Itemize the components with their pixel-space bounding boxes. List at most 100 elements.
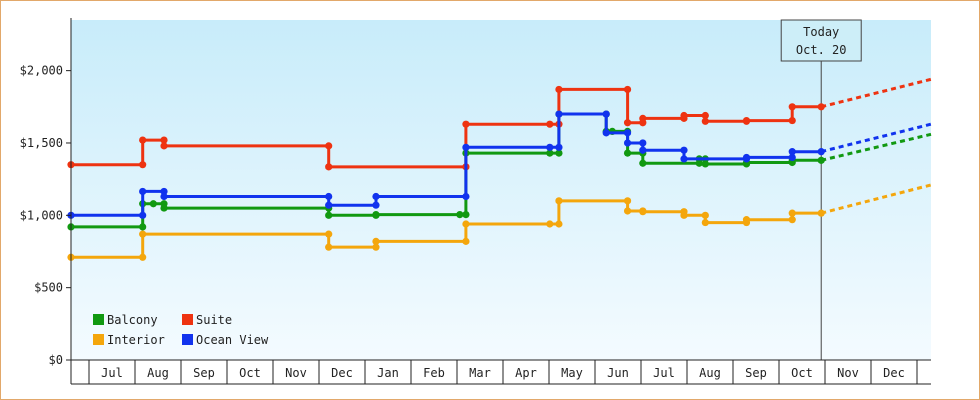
data-point-interior	[639, 208, 647, 216]
projection-line-balcony	[820, 132, 932, 162]
data-point-suite	[546, 120, 554, 128]
data-point-interior	[680, 211, 688, 219]
x-tick-label: Aug	[147, 366, 169, 380]
data-point-interior	[788, 216, 796, 224]
data-point-interior	[139, 230, 147, 238]
data-point-suite	[325, 142, 333, 150]
y-tick-label: $1,000	[20, 208, 63, 222]
x-tick-label: Nov	[837, 366, 859, 380]
data-point-ocean-view	[372, 192, 380, 201]
projection-line-interior	[820, 183, 932, 215]
legend-label-ocean-view: Ocean View	[196, 333, 269, 347]
data-point-ocean-view	[462, 192, 470, 201]
data-point-suite	[639, 114, 647, 122]
data-point-ocean-view	[742, 153, 751, 162]
data-point-suite	[701, 117, 709, 125]
data-point-suite	[817, 103, 825, 111]
legend-swatch-interior	[93, 334, 104, 345]
data-point-ocean-view	[623, 129, 632, 137]
data-point-balcony	[139, 223, 147, 231]
data-point-suite	[462, 120, 470, 128]
data-point-suite	[742, 116, 751, 125]
data-point-interior	[372, 237, 380, 245]
data-point-interior	[555, 220, 563, 228]
x-tick-label: Jan	[377, 366, 399, 380]
data-point-ocean-view	[139, 187, 147, 196]
x-tick-label: Jul	[101, 366, 123, 380]
data-point-balcony	[817, 156, 825, 164]
data-point-interior	[139, 253, 147, 261]
data-point-ocean-view	[680, 146, 688, 154]
legend-swatch-ocean-view	[182, 334, 193, 345]
data-point-ocean-view	[325, 201, 333, 209]
data-point-interior	[555, 197, 563, 205]
data-point-balcony	[701, 160, 709, 168]
data-point-ocean-view	[788, 153, 796, 162]
data-point-balcony	[639, 159, 647, 167]
data-point-interior	[817, 209, 825, 217]
data-point-interior	[623, 197, 632, 205]
x-tick-label: Feb	[423, 366, 445, 380]
data-point-ocean-view	[555, 143, 563, 151]
data-point-suite	[555, 85, 563, 94]
legend-swatch-balcony	[93, 314, 104, 325]
series-layer	[67, 77, 932, 261]
legend: Balcony Suite Interior Ocean View	[93, 313, 269, 347]
data-point-ocean-view	[546, 143, 554, 151]
data-point-interior	[701, 218, 709, 227]
x-tick-label: Jul	[653, 366, 675, 380]
data-point-suite	[623, 119, 632, 127]
data-point-balcony	[456, 210, 464, 219]
data-point-suite	[788, 116, 796, 125]
x-tick-label: Sep	[745, 366, 767, 380]
data-point-ocean-view	[639, 139, 647, 147]
today-label: Today	[803, 25, 839, 39]
data-point-ocean-view	[160, 192, 168, 201]
legend-swatch-suite	[182, 314, 193, 325]
data-point-ocean-view	[139, 211, 147, 219]
x-tick-label: Oct	[791, 366, 813, 380]
legend-label-balcony: Balcony	[107, 313, 158, 327]
data-point-ocean-view	[160, 187, 168, 196]
y-tick-label: $0	[49, 353, 63, 367]
projection-line-ocean-view	[820, 122, 932, 154]
x-tick-label: May	[561, 366, 583, 380]
data-point-suite	[325, 163, 333, 171]
data-point-ocean-view	[372, 201, 380, 209]
data-point-interior	[623, 207, 632, 215]
data-point-suite	[139, 136, 147, 144]
x-tick-label: Apr	[515, 366, 537, 380]
data-point-balcony	[372, 210, 380, 219]
data-point-interior	[701, 211, 709, 219]
projection-line-suite	[820, 77, 932, 109]
data-point-ocean-view	[462, 143, 470, 151]
data-point-interior	[546, 220, 554, 228]
data-point-ocean-view	[623, 139, 632, 147]
data-point-ocean-view	[680, 155, 688, 163]
data-point-balcony	[160, 204, 168, 212]
data-point-ocean-view	[555, 110, 563, 118]
x-tick-label: Aug	[699, 366, 721, 380]
data-point-interior	[788, 209, 796, 217]
x-tick-label: Sep	[193, 366, 215, 380]
data-point-interior	[462, 237, 470, 245]
data-point-balcony	[546, 149, 554, 157]
legend-label-interior: Interior	[107, 333, 165, 347]
data-point-interior	[325, 243, 333, 251]
data-point-balcony	[462, 210, 470, 219]
legend-label-suite: Suite	[196, 313, 232, 327]
data-point-suite	[160, 142, 168, 150]
y-tick-label: $2,000	[20, 64, 63, 78]
today-annotation: Today Oct. 20	[780, 19, 862, 360]
x-tick-label: Jun	[607, 366, 629, 380]
x-tick-label: Dec	[331, 366, 353, 380]
data-point-ocean-view	[817, 148, 825, 156]
data-point-balcony	[623, 149, 632, 157]
data-point-balcony	[325, 211, 333, 219]
y-tick-label: $1,500	[20, 136, 63, 150]
data-point-suite	[680, 111, 688, 120]
data-point-ocean-view	[325, 192, 333, 201]
axes: $0 $500 $1,000 $1,500 $2,000 Jul Aug Sep Oct Nov D…	[20, 18, 931, 385]
data-point-interior	[462, 220, 470, 228]
